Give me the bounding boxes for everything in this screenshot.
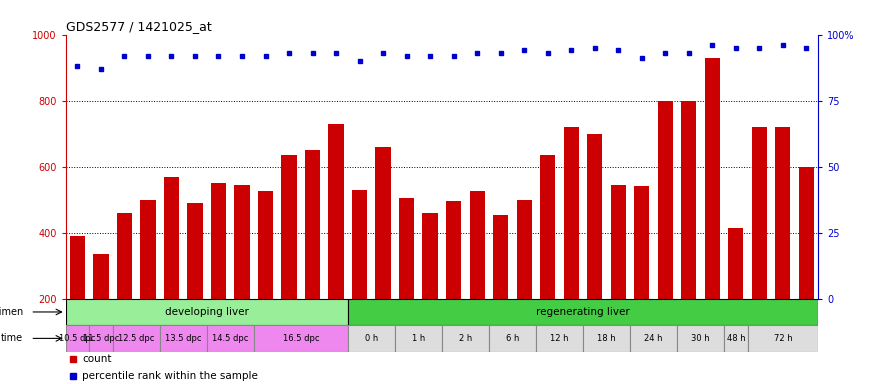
Bar — [493, 215, 508, 299]
Bar — [304, 150, 320, 299]
Bar — [399, 198, 414, 299]
Bar — [630, 325, 677, 352]
Bar — [160, 325, 206, 352]
Text: 24 h: 24 h — [644, 334, 662, 343]
Text: regenerating liver: regenerating liver — [536, 307, 630, 317]
Bar — [352, 190, 367, 299]
Text: 18 h: 18 h — [597, 334, 616, 343]
Text: 14.5 dpc: 14.5 dpc — [212, 334, 248, 343]
Bar — [258, 192, 273, 299]
Text: time: time — [1, 333, 24, 343]
Bar — [116, 213, 132, 299]
Text: 12 h: 12 h — [550, 334, 569, 343]
Bar — [587, 134, 602, 299]
Text: 1 h: 1 h — [412, 334, 425, 343]
Text: 30 h: 30 h — [691, 334, 710, 343]
Bar — [94, 254, 108, 299]
Bar — [211, 183, 226, 299]
Bar — [113, 325, 160, 352]
Text: 72 h: 72 h — [774, 334, 792, 343]
Bar — [66, 299, 348, 325]
Bar — [234, 185, 249, 299]
Text: percentile rank within the sample: percentile rank within the sample — [82, 371, 258, 381]
Text: GDS2577 / 1421025_at: GDS2577 / 1421025_at — [66, 20, 212, 33]
Text: 10.5 dpc: 10.5 dpc — [60, 334, 95, 343]
Bar — [540, 155, 556, 299]
Bar — [395, 325, 442, 352]
Bar — [254, 325, 348, 352]
Bar — [536, 325, 583, 352]
Bar — [583, 325, 630, 352]
Bar — [704, 58, 720, 299]
Bar — [423, 213, 438, 299]
Bar — [328, 124, 344, 299]
Bar — [634, 187, 649, 299]
Bar — [348, 325, 395, 352]
Bar — [375, 147, 391, 299]
Bar — [470, 192, 485, 299]
Bar — [187, 203, 203, 299]
Text: 16.5 dpc: 16.5 dpc — [283, 334, 319, 343]
Bar — [728, 228, 744, 299]
Bar — [442, 325, 489, 352]
Bar — [348, 299, 818, 325]
Bar — [747, 325, 818, 352]
Bar — [89, 325, 113, 352]
Bar — [611, 185, 626, 299]
Bar — [564, 127, 579, 299]
Bar — [489, 325, 536, 352]
Text: 6 h: 6 h — [506, 334, 519, 343]
Text: 13.5 dpc: 13.5 dpc — [165, 334, 201, 343]
Bar — [282, 155, 297, 299]
Bar — [206, 325, 254, 352]
Text: 12.5 dpc: 12.5 dpc — [118, 334, 154, 343]
Bar — [775, 127, 790, 299]
Bar — [724, 325, 747, 352]
Bar — [681, 101, 696, 299]
Bar — [164, 177, 179, 299]
Text: count: count — [82, 354, 112, 364]
Text: 0 h: 0 h — [365, 334, 378, 343]
Bar — [66, 325, 89, 352]
Text: developing liver: developing liver — [164, 307, 248, 317]
Bar — [446, 201, 461, 299]
Bar — [516, 200, 532, 299]
Bar — [752, 127, 767, 299]
Text: 11.5 dpc: 11.5 dpc — [83, 334, 119, 343]
Text: 48 h: 48 h — [726, 334, 746, 343]
Bar — [799, 167, 814, 299]
Text: specimen: specimen — [0, 307, 24, 317]
Bar — [70, 236, 85, 299]
Bar — [140, 200, 156, 299]
Bar — [677, 325, 724, 352]
Text: 2 h: 2 h — [458, 334, 472, 343]
Bar — [658, 101, 673, 299]
